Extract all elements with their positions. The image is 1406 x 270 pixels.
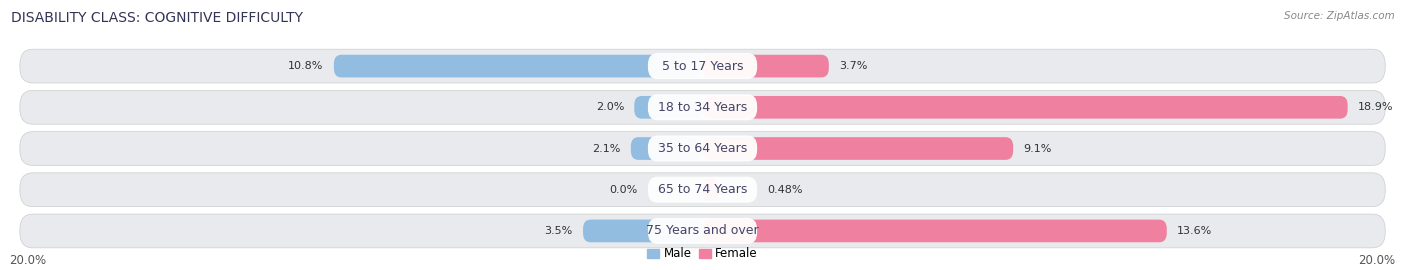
Text: 13.6%: 13.6% bbox=[1177, 226, 1212, 236]
Text: 3.7%: 3.7% bbox=[839, 61, 868, 71]
Text: 2.1%: 2.1% bbox=[592, 144, 620, 154]
FancyBboxPatch shape bbox=[20, 131, 1385, 166]
FancyBboxPatch shape bbox=[703, 55, 828, 77]
FancyBboxPatch shape bbox=[583, 220, 703, 242]
FancyBboxPatch shape bbox=[20, 90, 1385, 124]
FancyBboxPatch shape bbox=[333, 55, 703, 77]
Text: 18 to 34 Years: 18 to 34 Years bbox=[658, 101, 747, 114]
FancyBboxPatch shape bbox=[703, 96, 1348, 119]
Text: 75 Years and over: 75 Years and over bbox=[647, 224, 759, 237]
Text: DISABILITY CLASS: COGNITIVE DIFFICULTY: DISABILITY CLASS: COGNITIVE DIFFICULTY bbox=[11, 11, 304, 25]
FancyBboxPatch shape bbox=[20, 173, 1385, 207]
FancyBboxPatch shape bbox=[631, 137, 703, 160]
Text: 3.5%: 3.5% bbox=[544, 226, 572, 236]
Text: 9.1%: 9.1% bbox=[1024, 144, 1052, 154]
FancyBboxPatch shape bbox=[648, 177, 758, 203]
Text: 20.0%: 20.0% bbox=[1358, 254, 1395, 267]
FancyBboxPatch shape bbox=[20, 49, 1385, 83]
FancyBboxPatch shape bbox=[648, 218, 758, 244]
FancyBboxPatch shape bbox=[703, 137, 1014, 160]
FancyBboxPatch shape bbox=[648, 136, 758, 161]
Text: 65 to 74 Years: 65 to 74 Years bbox=[658, 183, 747, 196]
Text: 2.0%: 2.0% bbox=[596, 102, 624, 112]
FancyBboxPatch shape bbox=[20, 214, 1385, 248]
Text: 10.8%: 10.8% bbox=[288, 61, 323, 71]
FancyBboxPatch shape bbox=[703, 220, 1167, 242]
Text: 0.0%: 0.0% bbox=[609, 185, 638, 195]
FancyBboxPatch shape bbox=[648, 53, 758, 79]
Text: 35 to 64 Years: 35 to 64 Years bbox=[658, 142, 747, 155]
Text: Source: ZipAtlas.com: Source: ZipAtlas.com bbox=[1284, 11, 1395, 21]
Text: 18.9%: 18.9% bbox=[1358, 102, 1393, 112]
Legend: Male, Female: Male, Female bbox=[647, 248, 758, 261]
Text: 20.0%: 20.0% bbox=[10, 254, 46, 267]
FancyBboxPatch shape bbox=[703, 178, 718, 201]
FancyBboxPatch shape bbox=[648, 94, 758, 120]
Text: 0.48%: 0.48% bbox=[768, 185, 803, 195]
Text: 5 to 17 Years: 5 to 17 Years bbox=[662, 60, 744, 73]
FancyBboxPatch shape bbox=[634, 96, 703, 119]
